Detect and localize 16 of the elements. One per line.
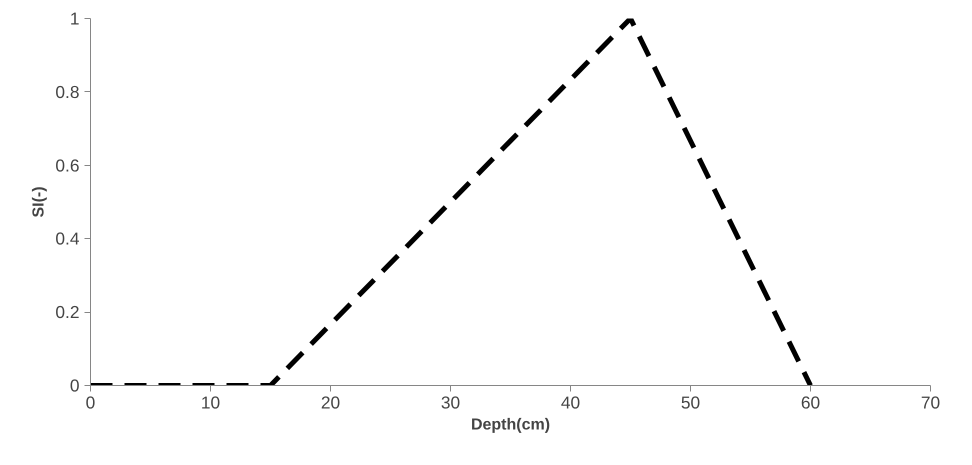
x-tick-label: 60 (800, 392, 820, 412)
x-tick-label: 40 (560, 392, 580, 412)
y-tick-label: 0 (70, 376, 80, 396)
y-tick-label: 1 (70, 8, 80, 28)
x-tick-label: 30 (440, 392, 460, 412)
y-axis-title: SI(-) (30, 186, 48, 218)
x-axis-title: Depth(cm) (470, 416, 550, 434)
x-tick-label: 10 (200, 392, 220, 412)
x-tick-label: 70 (920, 392, 940, 412)
y-tick-label: 0.8 (55, 82, 80, 102)
x-tick-label: 0 (86, 392, 96, 412)
y-tick-label: 0.2 (55, 302, 80, 322)
x-tick-label: 50 (680, 392, 700, 412)
y-tick-label: 0.6 (55, 155, 80, 176)
y-tick-label: 0.4 (55, 228, 80, 249)
x-tick-label: 20 (320, 392, 340, 412)
